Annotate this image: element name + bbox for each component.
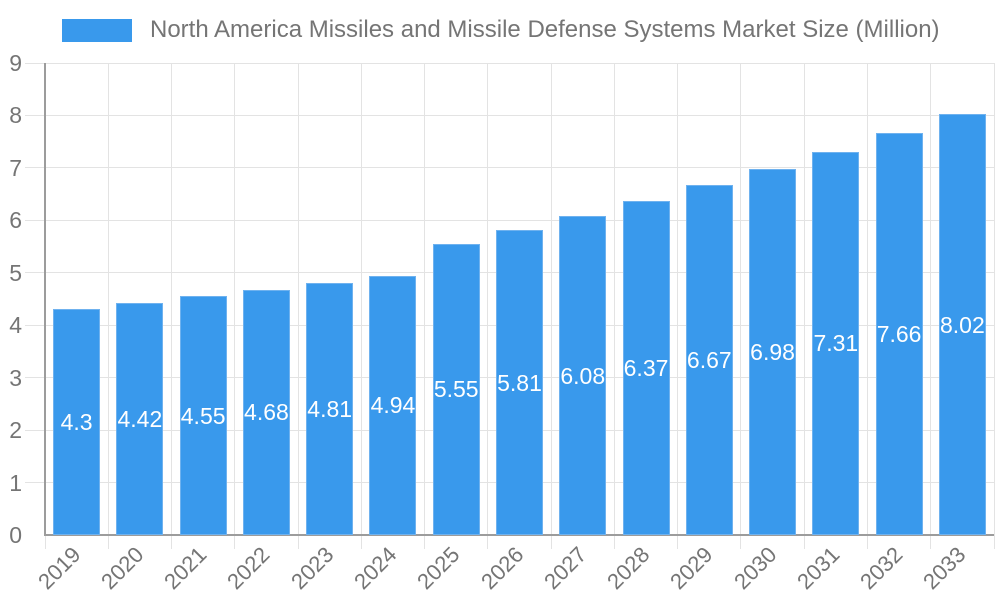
bar[interactable] — [559, 216, 607, 535]
y-axis-tick-label: 6 — [9, 207, 22, 234]
bar-value-label: 8.02 — [939, 311, 985, 338]
x-gridline — [297, 63, 299, 549]
y-gridline — [25, 114, 994, 116]
x-gridline — [740, 63, 742, 549]
y-gridline — [25, 62, 994, 64]
bar-value-label: 4.68 — [244, 399, 289, 426]
y-gridline — [25, 219, 994, 221]
x-axis-line — [44, 534, 994, 536]
bar-value-label: 6.08 — [560, 362, 606, 389]
bar-value-label: 6.37 — [623, 354, 669, 381]
bar[interactable] — [938, 114, 986, 535]
x-gridline — [424, 63, 426, 549]
x-gridline — [677, 63, 679, 549]
x-axis-tick-label: 2023 — [285, 541, 339, 595]
bar-value-label: 4.3 — [60, 409, 93, 436]
bar-value-label: 4.81 — [307, 395, 353, 422]
x-gridline — [487, 63, 489, 549]
x-axis-tick-label: 2033 — [918, 541, 971, 595]
bar[interactable] — [242, 289, 290, 535]
x-axis-tick-label: 2020 — [96, 541, 149, 595]
x-axis-tick-label: 2022 — [222, 541, 275, 595]
bar[interactable] — [369, 275, 417, 535]
y-axis-tick-label: 0 — [9, 522, 22, 548]
bar-value-label: 7.66 — [876, 321, 922, 348]
legend-swatch-icon — [62, 18, 132, 42]
x-axis-tick-label: 2032 — [855, 541, 908, 595]
x-gridline — [550, 63, 552, 549]
y-gridline — [25, 167, 994, 169]
bar[interactable] — [685, 185, 733, 535]
x-gridline — [930, 63, 932, 549]
y-axis-tick-label: 9 — [9, 50, 22, 76]
x-axis-tick-label: 2029 — [665, 541, 718, 595]
bar-value-label: 5.81 — [497, 369, 542, 396]
x-axis-tick-label: 2028 — [602, 541, 655, 595]
bar[interactable] — [116, 303, 164, 535]
bar[interactable] — [179, 296, 227, 535]
x-axis-tick-label: 2025 — [412, 541, 465, 595]
x-axis-tick-label: 2019 — [32, 541, 86, 595]
x-axis-tick-label: 2026 — [475, 541, 528, 595]
bar-value-label: 4.42 — [117, 406, 163, 433]
x-gridline — [360, 63, 362, 549]
x-gridline — [613, 63, 615, 549]
bar[interactable] — [749, 168, 797, 535]
legend[interactable]: North America Missiles and Missile Defen… — [62, 16, 940, 44]
bar-value-label: 5.55 — [433, 376, 479, 403]
y-axis-tick-label: 5 — [9, 259, 22, 286]
x-gridline — [803, 63, 805, 549]
x-axis-tick-label: 2021 — [159, 541, 212, 595]
bar[interactable] — [875, 133, 923, 535]
y-axis-line — [44, 63, 46, 535]
bar[interactable] — [622, 200, 670, 535]
bar-value-label: 4.55 — [180, 402, 226, 429]
bar-value-label: 4.94 — [370, 392, 416, 419]
y-axis-tick-label: 4 — [9, 312, 22, 339]
x-gridline — [234, 63, 236, 549]
x-axis-tick-label: 2030 — [728, 541, 782, 595]
bar[interactable] — [432, 243, 480, 535]
bar[interactable] — [812, 151, 860, 535]
bar-value-label: 7.31 — [813, 330, 859, 357]
x-axis-tick-label: 2027 — [538, 541, 592, 595]
x-axis-tick-label: 2031 — [792, 541, 845, 595]
y-axis-tick-label: 8 — [9, 102, 22, 129]
bar[interactable] — [496, 230, 543, 535]
bar[interactable] — [306, 282, 354, 535]
bar[interactable] — [53, 309, 101, 535]
x-gridline — [171, 63, 173, 549]
legend-label: North America Missiles and Missile Defen… — [150, 16, 940, 43]
bar-value-label: 6.98 — [750, 338, 795, 365]
bar-value-label: 6.67 — [686, 347, 732, 374]
x-gridline — [107, 63, 109, 549]
y-axis-tick-label: 7 — [9, 154, 22, 181]
y-axis-tick-label: 1 — [9, 469, 22, 496]
x-gridline — [866, 63, 868, 549]
y-axis-tick-label: 2 — [9, 417, 22, 444]
x-gridline — [993, 63, 995, 549]
x-axis-tick-label: 2024 — [349, 541, 402, 595]
y-axis-tick-label: 3 — [9, 364, 22, 391]
